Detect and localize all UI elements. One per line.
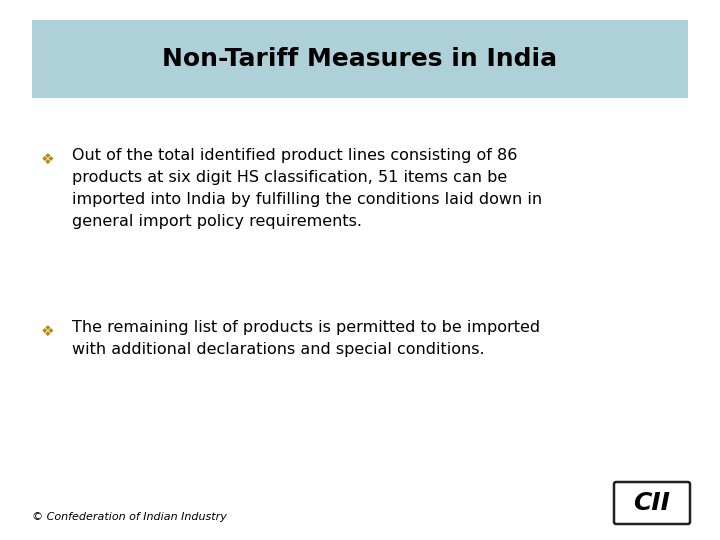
Text: ❖: ❖ (41, 152, 55, 167)
Text: with additional declarations and special conditions.: with additional declarations and special… (72, 342, 485, 357)
Text: Non-Tariff Measures in India: Non-Tariff Measures in India (163, 47, 557, 71)
Text: © Confederation of Indian Industry: © Confederation of Indian Industry (32, 512, 227, 522)
Text: general import policy requirements.: general import policy requirements. (72, 214, 362, 229)
Text: imported into India by fulfilling the conditions laid down in: imported into India by fulfilling the co… (72, 192, 542, 207)
Text: products at six digit HS classification, 51 items can be: products at six digit HS classification,… (72, 170, 508, 185)
Text: The remaining list of products is permitted to be imported: The remaining list of products is permit… (72, 320, 540, 335)
Text: ❖: ❖ (41, 324, 55, 339)
Text: Out of the total identified product lines consisting of 86: Out of the total identified product line… (72, 148, 518, 163)
FancyBboxPatch shape (614, 482, 690, 524)
Bar (32, 20, 688, 98)
Text: CII: CII (634, 491, 670, 515)
